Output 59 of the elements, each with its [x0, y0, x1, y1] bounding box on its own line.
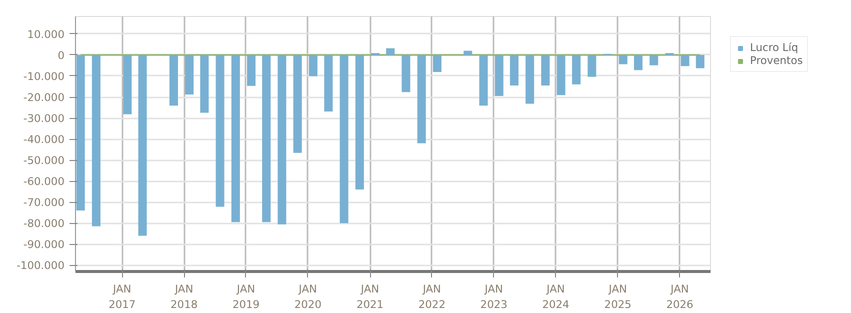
bar — [324, 54, 333, 112]
bar — [402, 54, 410, 92]
x-tick-label: JAN 2017 — [108, 282, 136, 312]
bar — [340, 54, 348, 224]
bar — [76, 54, 85, 211]
y-tick-label: -80.000 — [23, 217, 65, 230]
y-tick-label: -10.000 — [23, 70, 65, 83]
bar — [572, 54, 581, 84]
bar — [479, 54, 488, 106]
bar — [200, 54, 209, 113]
bar — [355, 54, 364, 190]
y-tick-label: 10.000 — [27, 28, 65, 41]
bar — [556, 54, 566, 96]
bar — [510, 54, 518, 86]
bar — [417, 54, 426, 144]
x-tick-label: JAN 2023 — [480, 282, 508, 312]
bar — [634, 54, 642, 70]
y-tick-label: -20.000 — [23, 91, 65, 104]
y-tick-label: 0 — [58, 48, 65, 62]
y-tick-label: -50.000 — [23, 154, 65, 168]
bar — [247, 54, 256, 86]
y-tick-label: -100.000 — [16, 259, 65, 272]
x-tick-label: JAN 2022 — [418, 282, 446, 312]
legend-label: Lucro Líq — [750, 41, 798, 54]
bar — [680, 54, 690, 66]
x-tick-label: JAN 2020 — [294, 282, 322, 312]
bar — [231, 54, 240, 222]
bar — [386, 48, 395, 55]
y-tick-label: -90.000 — [23, 238, 65, 252]
x-tick-label: JAN 2018 — [170, 282, 198, 312]
bar — [696, 54, 704, 68]
bar — [588, 54, 596, 77]
bar — [138, 54, 147, 236]
bar — [185, 54, 194, 94]
bar — [432, 54, 442, 72]
bar — [278, 54, 286, 224]
y-tick-label: -40.000 — [23, 133, 65, 146]
y-tick-label: -30.000 — [23, 112, 65, 126]
bar — [216, 54, 224, 207]
x-tick-label: JAN 2026 — [666, 282, 694, 312]
x-tick-label: JAN 2024 — [542, 282, 570, 312]
bar — [169, 54, 178, 106]
x-tick-label: JAN 2025 — [604, 282, 632, 312]
bar — [618, 54, 628, 64]
bar — [526, 54, 534, 104]
bar — [541, 54, 550, 86]
bar — [650, 54, 658, 66]
y-tick-label: -60.000 — [23, 175, 65, 188]
bar — [92, 54, 100, 226]
bar — [262, 54, 271, 222]
bar — [293, 54, 302, 153]
bar — [308, 54, 318, 76]
legend-label: Proventos — [750, 54, 803, 67]
x-tick-label: JAN 2019 — [232, 282, 260, 312]
bar — [494, 54, 504, 96]
bar — [464, 50, 472, 55]
x-tick-label: JAN 2021 — [356, 282, 384, 312]
y-tick-label: -70.000 — [23, 196, 65, 210]
bar — [123, 54, 132, 114]
